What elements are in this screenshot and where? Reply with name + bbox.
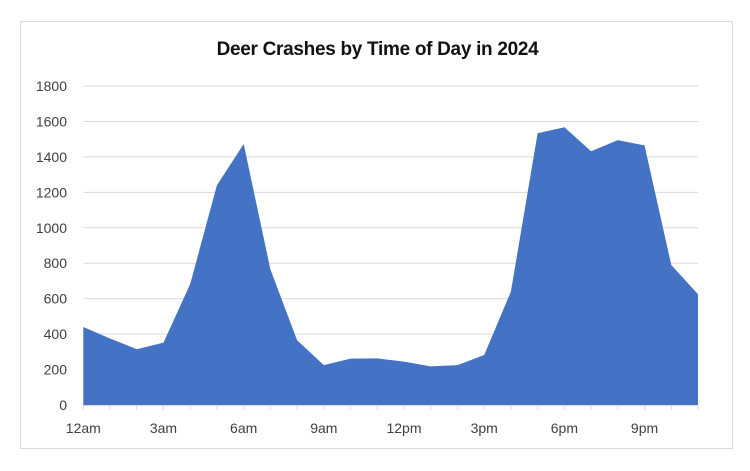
y-tick-label: 800 [44, 255, 68, 271]
x-tick-label: 6am [230, 420, 257, 436]
x-tick-label: 12pm [386, 420, 421, 436]
y-tick-label: 1400 [36, 149, 67, 165]
y-tick-label: 600 [44, 291, 68, 307]
x-tick-label: 3pm [471, 420, 498, 436]
x-tick-label: 9pm [631, 420, 658, 436]
area-series-deer-crashes [83, 127, 699, 406]
x-axis [82, 405, 699, 410]
chart-title: Deer Crashes by Time of Day in 2024 [216, 39, 539, 60]
y-tick-label: 200 [44, 362, 68, 378]
y-axis-labels: 0 200 400 600 800 1000 1200 1400 1600 1800 [36, 78, 67, 413]
x-tick-label: 9am [310, 420, 337, 436]
y-tick-label: 1800 [36, 78, 67, 94]
x-tick-label: 6pm [551, 420, 578, 436]
y-tick-label: 1000 [36, 220, 67, 236]
y-tick-label: 400 [44, 326, 68, 342]
x-axis-labels: 12am 3am 6am 9am 12pm 3pm 6pm 9pm [66, 420, 658, 436]
x-tick-label: 3am [150, 420, 177, 436]
y-tick-label: 1600 [36, 113, 67, 129]
x-tick-label: 12am [66, 420, 101, 436]
y-tick-label: 1200 [36, 184, 67, 200]
y-tick-label: 0 [59, 397, 67, 413]
